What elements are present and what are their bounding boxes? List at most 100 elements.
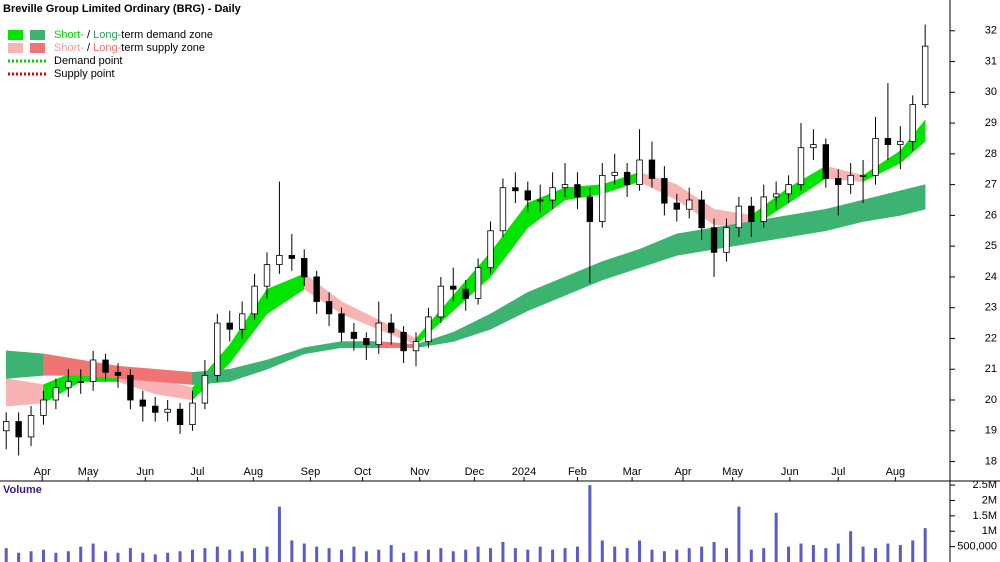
y-tick-label: 29 — [985, 117, 997, 129]
candle-body — [822, 144, 830, 179]
candle-body — [599, 174, 606, 222]
x-tick-label: Feb — [568, 466, 587, 478]
candle-body — [139, 399, 147, 407]
volume-bar — [613, 546, 617, 562]
candle-body — [77, 381, 84, 383]
y-tick-label: 30 — [985, 86, 997, 98]
volume-bar — [4, 548, 8, 562]
legend-text: / — [84, 29, 93, 41]
volume-title: Volume — [3, 484, 42, 496]
candle-body — [698, 199, 705, 229]
legend-text: / — [84, 42, 93, 54]
candle-body — [772, 193, 780, 198]
legend-text: Supply point — [54, 68, 115, 80]
candle-body — [661, 178, 668, 204]
x-tick-label: 2024 — [512, 466, 536, 478]
candle-body — [425, 316, 432, 342]
candle-body — [884, 138, 892, 146]
candle-body — [487, 230, 494, 269]
candle-body — [611, 171, 618, 176]
volume-bar — [153, 554, 157, 562]
volume-bar — [277, 506, 281, 562]
volume-bar — [79, 546, 83, 562]
x-tick-label: Nov — [410, 466, 430, 478]
volume-bar — [774, 512, 778, 562]
volume-bar — [787, 546, 791, 562]
volume-bar — [476, 546, 480, 562]
volume-bar — [166, 552, 170, 562]
x-tick-label: May — [78, 466, 99, 478]
volume-bar — [650, 549, 654, 562]
volume-bar — [538, 546, 542, 562]
y-tick-label: 2M — [982, 494, 997, 506]
candle-body — [127, 374, 134, 401]
candle-body — [797, 147, 805, 186]
x-tick-label: Jun — [781, 466, 799, 478]
candle-body — [748, 205, 755, 222]
volume-bar — [265, 546, 269, 562]
x-tick-label: Apr — [674, 466, 691, 478]
legend-swatch — [30, 30, 45, 40]
candle-body — [450, 285, 457, 290]
volume-bar — [638, 540, 642, 562]
volume-bar — [625, 548, 629, 562]
candle-body — [89, 359, 97, 382]
x-tick-label: Jul — [831, 466, 845, 478]
zone-band — [900, 184, 926, 216]
candle-body — [760, 196, 767, 222]
x-tick-label: Mar — [623, 466, 642, 478]
candle-body — [40, 399, 47, 416]
x-tick-label: Aug — [886, 466, 906, 478]
candle-body — [102, 359, 109, 373]
y-tick-label: 18 — [985, 455, 997, 467]
candle-body — [152, 405, 159, 413]
candle-body — [524, 190, 531, 201]
legend-label: Short- / Long-term demand zone — [54, 29, 213, 41]
volume-bar — [29, 551, 33, 562]
y-tick-label: 21 — [985, 363, 997, 375]
candle-body — [835, 178, 842, 186]
legend-swatch — [30, 43, 45, 53]
volume-bar — [526, 549, 530, 562]
volume-bar — [712, 542, 716, 562]
candle-body — [301, 258, 308, 278]
volume-bar — [861, 546, 865, 562]
volume-bar — [724, 548, 728, 562]
y-tick-label: 28 — [985, 148, 997, 160]
candle-body — [872, 138, 879, 176]
volume-bar — [675, 549, 679, 562]
legend-swatch — [8, 43, 23, 53]
volume-bar — [898, 545, 902, 562]
y-tick-label: 22 — [985, 332, 997, 344]
volume-bar — [340, 549, 344, 562]
volume-bar — [762, 548, 766, 562]
candle-body — [288, 254, 296, 259]
volume-bar — [911, 540, 915, 562]
volume-bar — [377, 549, 381, 562]
candle-body — [586, 196, 594, 222]
candle-body — [400, 331, 407, 352]
x-tick-label: Sep — [301, 466, 321, 478]
y-tick-label: 31 — [985, 55, 997, 67]
volume-bar — [364, 551, 368, 562]
volume-bar — [501, 542, 505, 562]
y-tick-label: 20 — [985, 394, 997, 406]
volume-bar — [116, 552, 120, 562]
candle-body — [276, 254, 283, 266]
volume-bar — [600, 540, 604, 562]
candle-body — [474, 267, 482, 299]
x-tick-label: Jul — [190, 466, 204, 478]
candle-body — [623, 171, 631, 186]
candle-body — [710, 227, 718, 253]
volume-bar — [190, 549, 194, 562]
candle-body — [27, 414, 35, 438]
candle-body — [15, 421, 22, 438]
candle-body — [338, 313, 345, 333]
volume-bar — [178, 551, 182, 562]
candle-body — [176, 408, 184, 426]
candle-body — [52, 387, 60, 401]
candle-body — [859, 174, 867, 177]
legend-text: term supply zone — [121, 42, 205, 54]
